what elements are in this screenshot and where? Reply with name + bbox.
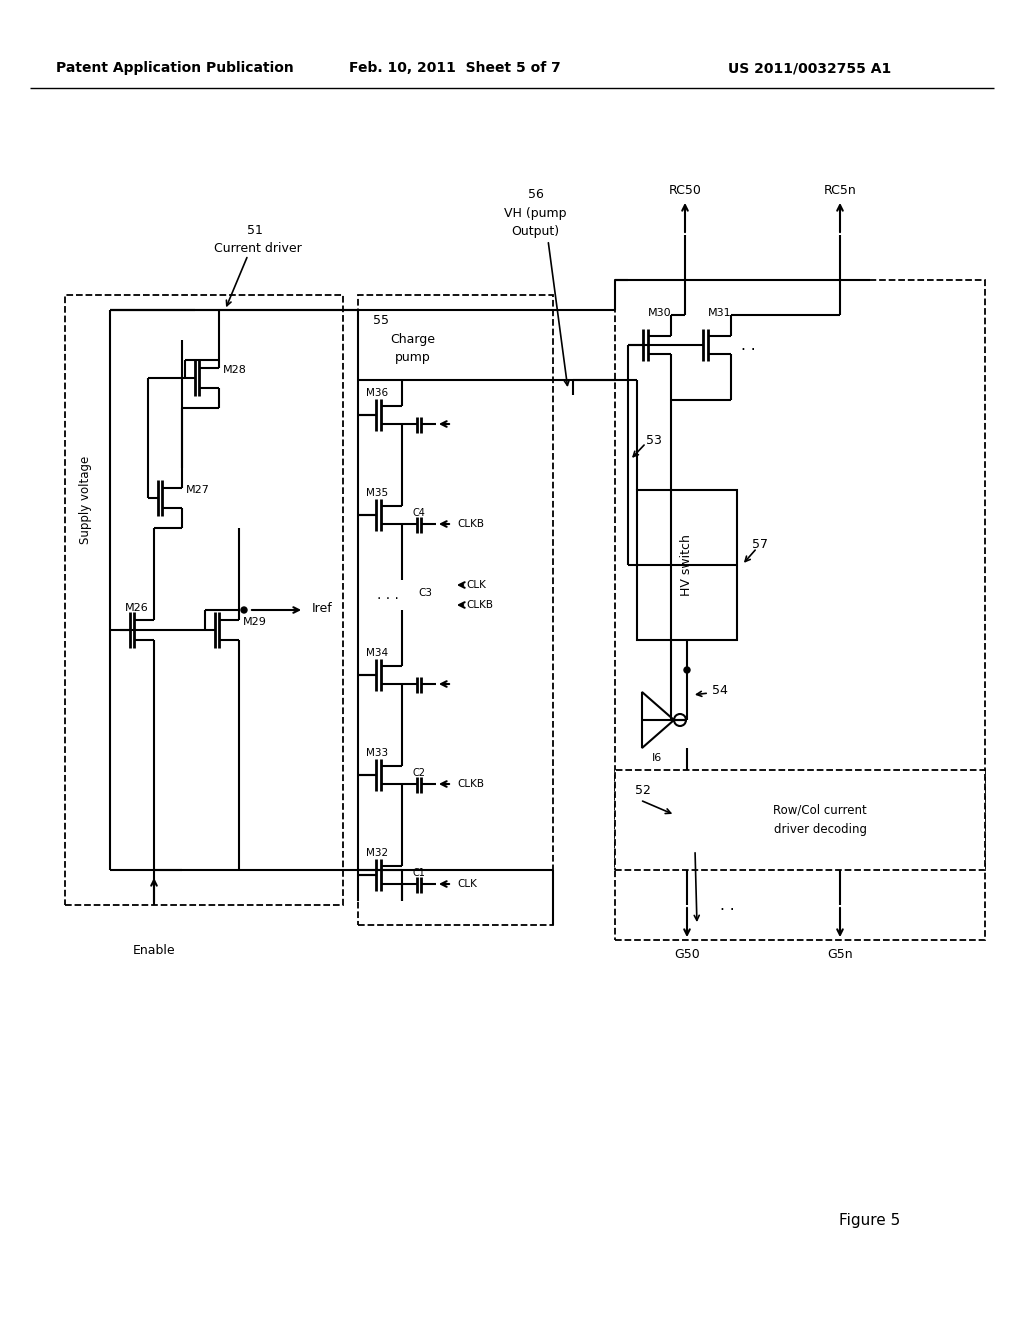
- Text: M29: M29: [243, 616, 267, 627]
- Text: 56: 56: [528, 189, 544, 202]
- Text: G50: G50: [674, 949, 699, 961]
- Text: CLKB: CLKB: [457, 519, 484, 529]
- Bar: [615, 280, 985, 940]
- Text: CLK: CLK: [457, 879, 477, 888]
- Text: . . .: . . .: [377, 587, 399, 602]
- Text: VH (pump: VH (pump: [504, 206, 566, 219]
- Text: 54: 54: [712, 684, 728, 697]
- Text: Enable: Enable: [133, 944, 175, 957]
- Text: . .: . .: [720, 898, 734, 912]
- Text: M35: M35: [366, 488, 388, 498]
- Text: M30: M30: [648, 308, 672, 318]
- Text: M28: M28: [223, 366, 247, 375]
- Text: HV switch: HV switch: [681, 535, 693, 595]
- Text: RC50: RC50: [669, 183, 701, 197]
- Text: Charge: Charge: [390, 334, 435, 346]
- Circle shape: [684, 667, 690, 673]
- Text: C2: C2: [413, 768, 426, 777]
- Text: Figure 5: Figure 5: [840, 1213, 901, 1228]
- Text: M33: M33: [366, 748, 388, 758]
- Text: I6: I6: [652, 752, 663, 763]
- Text: Feb. 10, 2011  Sheet 5 of 7: Feb. 10, 2011 Sheet 5 of 7: [349, 61, 561, 75]
- Polygon shape: [642, 692, 674, 748]
- Text: . .: . .: [740, 338, 756, 352]
- Text: Row/Col current: Row/Col current: [773, 804, 867, 817]
- Bar: [65, 294, 343, 906]
- Text: M26: M26: [125, 603, 148, 612]
- Text: Current driver: Current driver: [214, 242, 302, 255]
- Text: CLKB: CLKB: [466, 601, 493, 610]
- Text: M32: M32: [366, 847, 388, 858]
- Text: 55: 55: [373, 314, 389, 326]
- Text: Patent Application Publication: Patent Application Publication: [56, 61, 294, 75]
- Text: M31: M31: [708, 308, 731, 318]
- Circle shape: [241, 607, 247, 612]
- Text: 51: 51: [247, 223, 263, 236]
- Text: 52: 52: [635, 784, 651, 796]
- Text: M34: M34: [366, 648, 388, 657]
- Text: M36: M36: [366, 388, 388, 399]
- Text: Output): Output): [511, 226, 559, 239]
- Text: C1: C1: [413, 869, 425, 878]
- Text: 57: 57: [752, 539, 768, 552]
- Text: Supply voltage: Supply voltage: [80, 455, 92, 544]
- Bar: [358, 294, 553, 925]
- Text: RC5n: RC5n: [823, 183, 856, 197]
- Text: G5n: G5n: [827, 949, 853, 961]
- Text: driver decoding: driver decoding: [773, 824, 866, 837]
- Text: 53: 53: [646, 433, 662, 446]
- Bar: [615, 770, 985, 870]
- Text: Iref: Iref: [312, 602, 333, 615]
- Text: CLKB: CLKB: [457, 779, 484, 789]
- Text: C4: C4: [413, 508, 425, 517]
- Text: CLK: CLK: [466, 579, 485, 590]
- Bar: [637, 490, 737, 640]
- Text: C3: C3: [418, 587, 432, 598]
- Text: pump: pump: [395, 351, 431, 364]
- Text: US 2011/0032755 A1: US 2011/0032755 A1: [728, 61, 892, 75]
- Circle shape: [674, 714, 686, 726]
- Text: M27: M27: [186, 484, 210, 495]
